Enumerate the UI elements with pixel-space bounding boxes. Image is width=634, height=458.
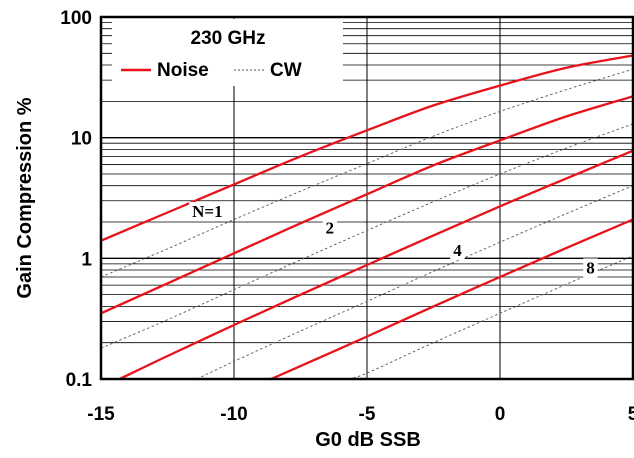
tick-labels: -15 -10 -5 0 5 0.1 1 10 100 [60, 8, 634, 425]
curve-label: 4 [453, 241, 462, 260]
x-tick-label: -15 [87, 404, 115, 425]
noise-curve-2 [100, 95, 634, 315]
curve-labels: N=1 2 4 8 [189, 202, 598, 278]
legend: 230 GHz Noise CW [112, 19, 343, 86]
curve-label: 8 [586, 258, 595, 277]
x-tick-label: -10 [220, 404, 247, 425]
cw-curve-1 [100, 68, 634, 278]
cw-curve-3 [196, 185, 634, 380]
x-tick-label: -5 [359, 404, 376, 425]
grid [101, 17, 633, 379]
legend-box [112, 19, 343, 86]
legend-cw-label: CW [270, 60, 302, 81]
y-tick-label: 0.1 [66, 370, 93, 391]
y-tick-label: 100 [60, 8, 92, 29]
y-tick-label: 10 [71, 129, 92, 150]
curve-label-background [583, 258, 598, 278]
noise-curve-4 [270, 218, 634, 381]
plot-frame [99, 15, 634, 381]
cw-curve-4 [348, 255, 634, 380]
curve-label-background [322, 218, 338, 238]
y-axis-title: Gain Compression % [14, 97, 36, 298]
curve-label: N=1 [192, 202, 222, 221]
x-tick-label: 5 [628, 404, 634, 425]
noise-curve-3 [119, 149, 634, 381]
x-axis-title: G0 dB SSB [315, 429, 421, 451]
y-tick-label: 1 [81, 249, 92, 270]
cw-curve-2 [100, 123, 634, 349]
curve-label-background [450, 240, 465, 260]
x-tick-label: 0 [495, 404, 506, 425]
curve-label: 2 [326, 219, 335, 238]
series-layer [100, 54, 634, 381]
noise-curve-1 [100, 54, 634, 242]
curve-label-background [189, 202, 226, 222]
legend-title: 230 GHz [191, 28, 266, 49]
legend-noise-label: Noise [157, 60, 209, 81]
